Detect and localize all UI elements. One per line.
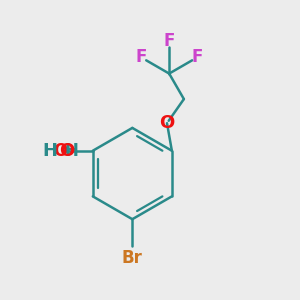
Text: F: F [191,48,203,66]
Text: O: O [159,114,175,132]
Text: O: O [59,142,74,160]
Text: H: H [43,142,58,160]
Text: H: H [65,142,79,160]
Text: Br: Br [122,249,143,267]
Text: F: F [164,32,175,50]
Text: F: F [135,48,147,66]
Text: O: O [53,142,68,160]
